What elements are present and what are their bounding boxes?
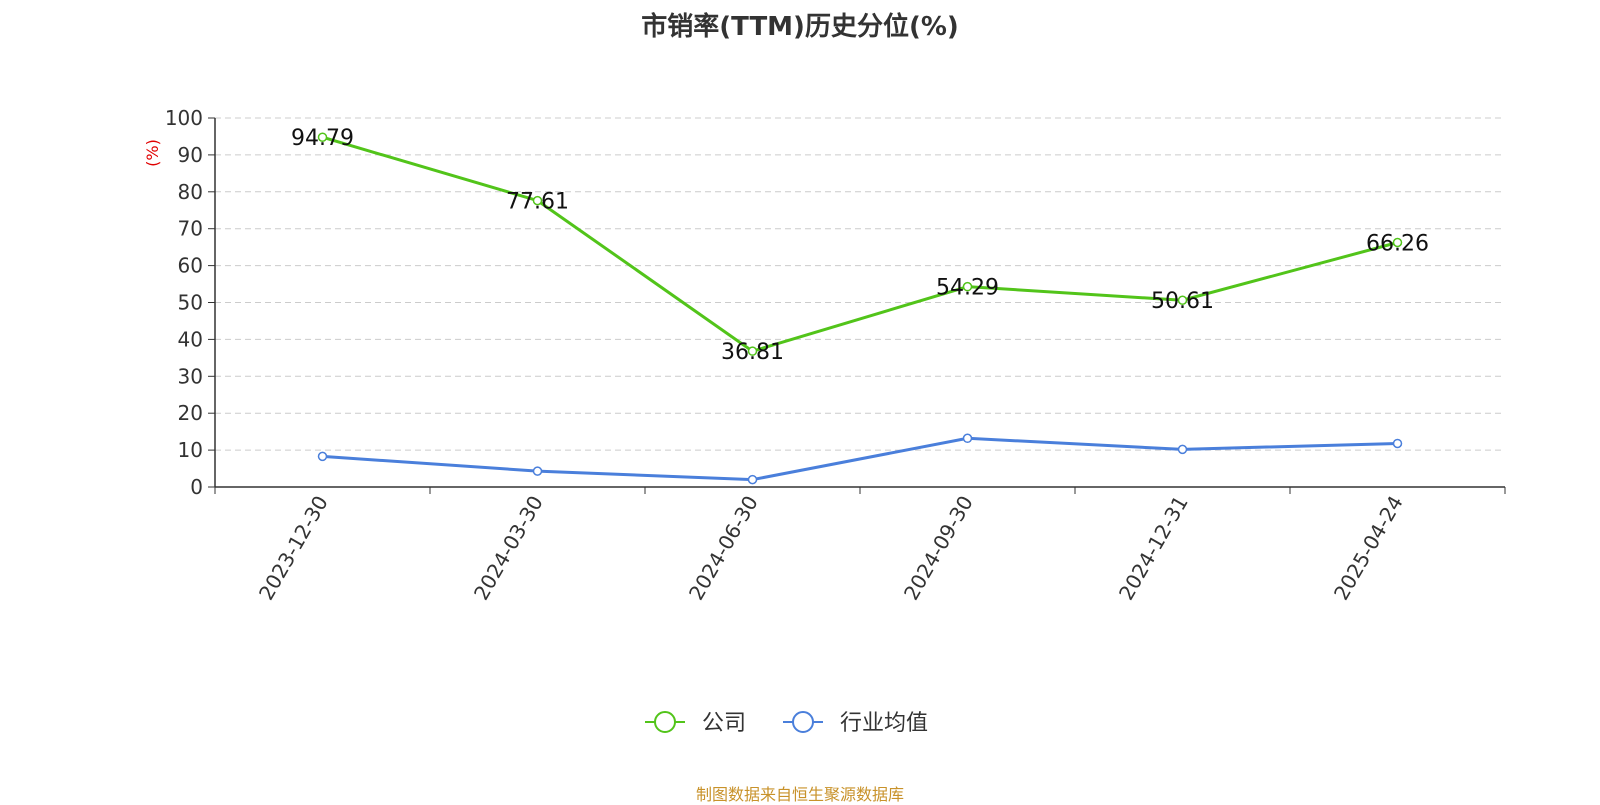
y-axis-unit: (%) xyxy=(143,139,162,167)
data-point xyxy=(747,474,758,485)
legend-label: 公司 xyxy=(702,711,746,736)
data-point xyxy=(747,346,758,356)
legend: 公司 行业均值 xyxy=(645,711,928,736)
x-tick-label: 2024-12-31 xyxy=(1114,492,1193,605)
legend-marker xyxy=(654,711,676,733)
x-tick-label: 2024-09-30 xyxy=(899,492,978,605)
y-tick-label: 90 xyxy=(178,143,203,167)
series-line xyxy=(322,135,1398,353)
data-label: 66.26 xyxy=(1366,232,1429,257)
x-tick-label: 2024-03-30 xyxy=(469,492,548,605)
data-point xyxy=(317,132,328,142)
x-tick-label: 2023-12-30 xyxy=(254,492,333,605)
data-label: 36.81 xyxy=(721,340,784,365)
y-tick-label: 50 xyxy=(178,291,203,315)
y-tick-label: 0 xyxy=(190,475,203,499)
data-point xyxy=(962,433,973,444)
data-point xyxy=(1392,438,1403,449)
data-point xyxy=(1392,237,1403,248)
chart-title: 市销率(TTM)历史分位(%) xyxy=(641,12,959,42)
data-label: 54.29 xyxy=(936,276,999,301)
x-axis: 2023-12-30 2024-03-30 2024-06-30 2024-09-30… xyxy=(214,486,1506,605)
data-point xyxy=(532,195,543,206)
data-point xyxy=(1177,295,1188,305)
grid-lines xyxy=(215,117,1505,451)
data-point xyxy=(962,281,973,292)
data-point xyxy=(1177,444,1188,455)
data-source-note: 制图数据来自恒生聚源数据库 xyxy=(695,785,904,804)
y-tick-label: 30 xyxy=(178,364,203,388)
y-tick-label: 60 xyxy=(178,254,203,278)
data-label: 77.61 xyxy=(506,190,569,215)
data-label: 50.61 xyxy=(1151,289,1214,314)
legend-label: 行业均值 xyxy=(840,711,928,736)
legend-marker xyxy=(792,711,814,733)
y-tick-label: 70 xyxy=(178,217,203,241)
y-tick-label: 20 xyxy=(178,401,203,425)
y-tick-label: 10 xyxy=(178,438,203,462)
x-tick-label: 2024-06-30 xyxy=(684,492,763,605)
series-lines xyxy=(317,132,1403,485)
data-labels: 94.79 77.61 36.81 54.29 50.61 66.26 xyxy=(291,126,1429,365)
data-point xyxy=(317,451,328,462)
series-line xyxy=(322,436,1398,482)
x-tick-label: 2025-04-24 xyxy=(1329,492,1408,605)
data-point xyxy=(532,466,543,476)
y-tick-label: 100 xyxy=(165,106,203,130)
data-label: 94.79 xyxy=(291,126,354,151)
y-axis: 0 10 20 30 40 50 60 70 80 90 100 xyxy=(165,106,216,499)
y-tick-label: 80 xyxy=(178,180,203,204)
y-tick-label: 40 xyxy=(178,327,203,351)
